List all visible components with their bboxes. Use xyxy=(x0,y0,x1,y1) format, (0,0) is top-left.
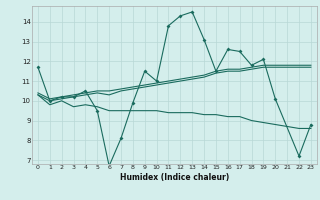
X-axis label: Humidex (Indice chaleur): Humidex (Indice chaleur) xyxy=(120,173,229,182)
